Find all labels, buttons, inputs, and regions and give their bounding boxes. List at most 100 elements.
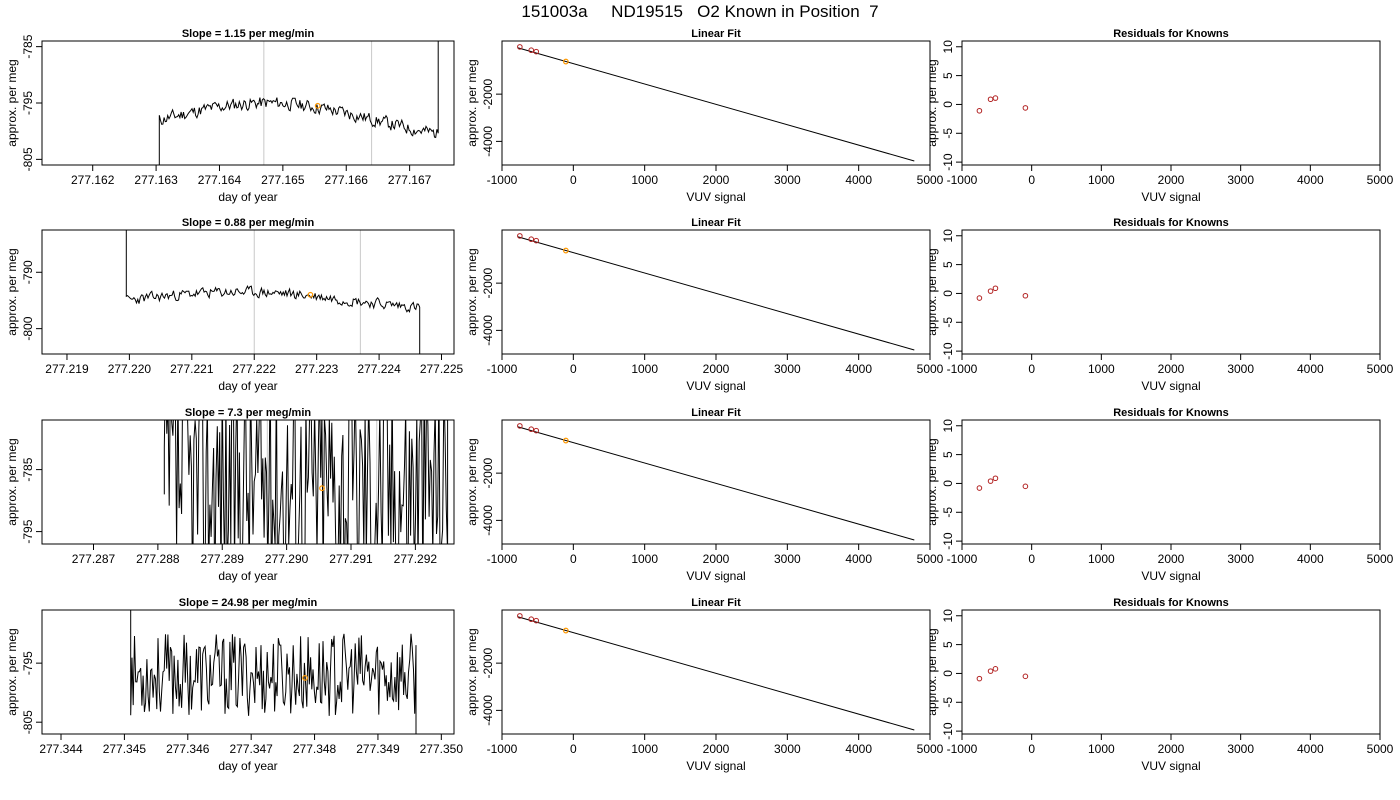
x-tick-label: 277.221 — [170, 362, 214, 376]
x-axis-label: VUV signal — [686, 379, 745, 393]
y-axis-label: approx. per meg — [465, 628, 479, 715]
plot-frame — [961, 229, 1381, 355]
highlight-point — [319, 485, 325, 492]
x-tick-label: 3000 — [1227, 552, 1254, 566]
x-tick-label: 277.222 — [233, 362, 277, 376]
plot-frame — [41, 40, 455, 166]
page-title: 151003a ND19515 O2 Known in Position 7 — [521, 2, 879, 21]
plot-area — [976, 475, 1029, 491]
panel-title: Residuals for Knowns — [1113, 597, 1229, 609]
panel-title: Slope = 24.98 per meg/min — [179, 597, 318, 609]
x-tick-label: 2000 — [1158, 362, 1185, 376]
y-tick-label: 0 — [941, 670, 955, 677]
y-tick-label: -4000 — [481, 505, 495, 536]
panel-title: Slope = 7.3 per meg/min — [185, 407, 312, 419]
x-tick-label: 277.347 — [229, 742, 273, 756]
data-point — [992, 475, 999, 482]
x-tick-label: 1000 — [1088, 362, 1115, 376]
y-tick-label: -2000 — [481, 78, 495, 109]
x-tick-label: -1000 — [947, 173, 978, 187]
plot-frame — [41, 419, 455, 545]
y-tick-label: -795 — [21, 91, 35, 115]
x-tick-label: 277.289 — [201, 552, 245, 566]
plot-area — [163, 420, 449, 544]
x-tick-label: 5000 — [1367, 362, 1394, 376]
x-tick-label: 277.345 — [103, 742, 147, 756]
x-tick-label: 277.288 — [136, 552, 180, 566]
data-point — [992, 95, 999, 101]
fit-line — [517, 236, 915, 351]
plot-area — [158, 41, 439, 165]
fit-line — [517, 426, 915, 541]
highlight-point — [307, 291, 314, 298]
x-tick-label: 5000 — [917, 552, 944, 566]
y-tick-label: 0 — [941, 101, 955, 108]
y-axis-label: approx. per meg — [5, 438, 19, 525]
plot-area — [976, 666, 1029, 682]
x-tick-label: 4000 — [845, 552, 872, 566]
panel-title: Linear Fit — [691, 597, 741, 609]
x-tick-label: 2000 — [703, 552, 730, 566]
data-point — [992, 666, 999, 672]
panel-title: Linear Fit — [691, 217, 741, 229]
fit-line — [517, 616, 915, 731]
y-axis-label: approx. per meg — [465, 248, 479, 335]
data-point — [517, 613, 523, 619]
panel-2-2: -1000 0 1000 2000 3000 4000 5000 10 5 0 -5 -10 Resid… — [925, 407, 1394, 583]
x-tick-label: 4000 — [845, 173, 872, 187]
data-point — [987, 96, 994, 103]
y-tick-label: 0 — [941, 290, 955, 297]
x-tick-label: -1000 — [947, 362, 978, 376]
x-tick-label: 277.165 — [261, 173, 305, 187]
data-point — [976, 485, 983, 491]
y-tick-label: 5 — [941, 641, 955, 648]
x-tick-label: 0 — [570, 552, 577, 566]
y-tick-label: -5 — [941, 128, 955, 139]
x-tick-label: 0 — [570, 173, 577, 187]
y-axis-label: approx. per meg — [925, 248, 939, 335]
plot-frame — [961, 40, 1381, 166]
y-tick-label: 10 — [941, 609, 955, 623]
x-tick-label: 5000 — [1367, 173, 1394, 187]
y-tick-label: -5 — [941, 697, 955, 708]
x-tick-label: 277.224 — [357, 362, 401, 376]
panel-1-0: 277.219 277.220 277.221 277.222 277.223 277.2… — [5, 217, 464, 393]
x-tick-label: 1000 — [631, 742, 658, 756]
panel-2-1: -1000 0 1000 2000 3000 4000 5000 -2000 -4000 Line… — [465, 407, 944, 583]
y-tick-label: 5 — [941, 261, 955, 268]
y-tick-label: -10 — [941, 532, 955, 550]
y-tick-label: -2000 — [481, 647, 495, 678]
data-point — [528, 426, 535, 433]
y-axis-label: approx. per meg — [925, 59, 939, 146]
x-tick-label: 277.225 — [420, 362, 464, 376]
panel-title: Residuals for Knowns — [1113, 28, 1229, 40]
x-tick-label: 3000 — [774, 742, 801, 756]
plot-frame — [961, 419, 1381, 545]
data-point — [1022, 105, 1029, 111]
data-point — [533, 237, 540, 244]
x-tick-label: 4000 — [1297, 742, 1324, 756]
y-tick-label: -805 — [21, 147, 35, 171]
y-tick-label: 10 — [941, 40, 955, 54]
x-tick-label: 5000 — [917, 362, 944, 376]
data-point — [976, 675, 983, 682]
x-tick-label: 0 — [1028, 742, 1035, 756]
x-tick-label: 0 — [570, 742, 577, 756]
data-point — [992, 285, 999, 292]
x-axis-label: VUV signal — [686, 569, 745, 583]
x-tick-label: 3000 — [1227, 742, 1254, 756]
panel-title: Residuals for Knowns — [1113, 407, 1229, 419]
x-tick-label: 5000 — [917, 742, 944, 756]
data-point — [517, 233, 523, 239]
x-tick-label: 1000 — [1088, 173, 1115, 187]
x-axis-label: day of year — [218, 190, 277, 204]
data-point — [987, 668, 994, 674]
x-tick-label: 0 — [1028, 173, 1035, 187]
data-point — [533, 427, 540, 434]
y-axis-label: approx. per meg — [5, 59, 19, 146]
x-tick-label: 3000 — [1227, 173, 1254, 187]
highlight-point — [314, 102, 321, 109]
x-tick-label: 277.291 — [329, 552, 373, 566]
panel-1-2: -1000 0 1000 2000 3000 4000 5000 10 5 0 -5 -10 Resid… — [925, 217, 1394, 393]
